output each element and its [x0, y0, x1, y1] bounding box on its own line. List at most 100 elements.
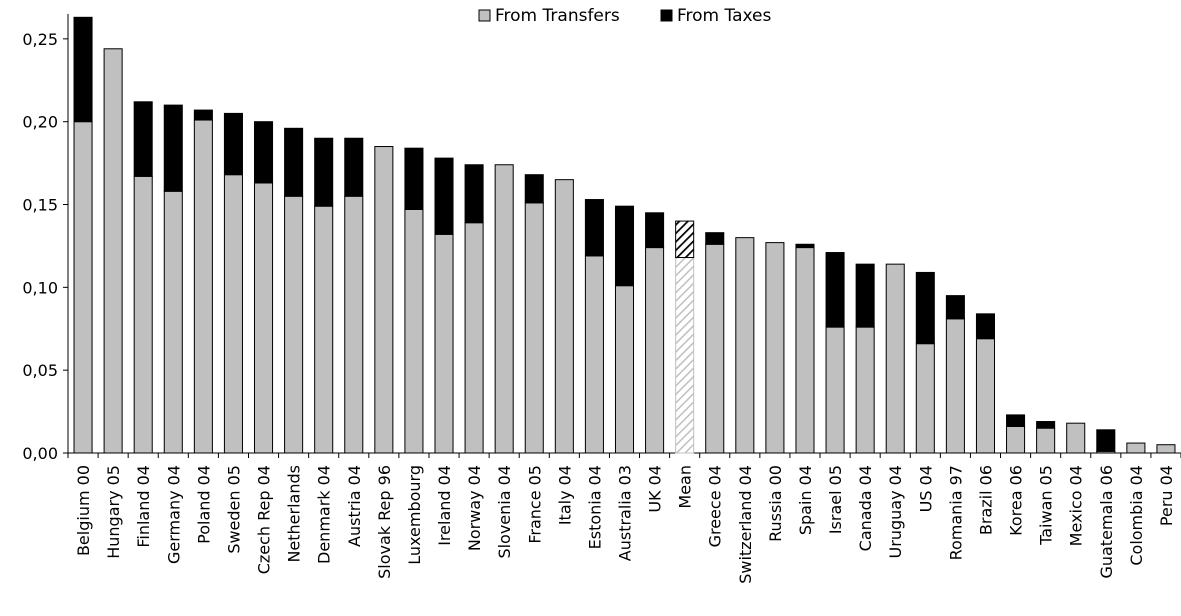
bar-taxes-8	[314, 137, 334, 207]
bar-taxes-28	[915, 271, 935, 345]
x-tick-label: Belgium 00	[74, 465, 93, 556]
y-tick-label: 0,10	[22, 278, 58, 297]
bar-transfers-1	[103, 48, 123, 454]
bar-taxes-3	[163, 104, 183, 192]
bar-transfers-7	[284, 195, 304, 454]
bar-taxes-15	[524, 174, 544, 204]
bar-transfers-10	[374, 146, 394, 454]
bar-transfers-2	[133, 175, 153, 454]
bar-transfers-36	[1156, 444, 1176, 454]
x-tick-label: Austria 04	[345, 465, 364, 547]
x-tick-label: Switzerland 04	[736, 465, 755, 584]
bar-taxes-32	[1036, 421, 1056, 429]
x-tick-label: Netherlands	[285, 465, 304, 563]
x-tick-label: Colombia 04	[1127, 465, 1146, 566]
x-tick-label: Israel 05	[826, 465, 845, 534]
bar-transfers-31	[1006, 425, 1026, 454]
x-tick-label: Sweden 05	[224, 465, 243, 554]
x-tick-label: Mexico 04	[1067, 465, 1086, 546]
legend-label-1: From Taxes	[677, 6, 772, 26]
bar-taxes-30	[975, 313, 995, 340]
y-tick-label: 0,05	[22, 361, 58, 380]
bar-transfers-35	[1126, 442, 1146, 454]
bar-taxes-11	[404, 147, 424, 210]
x-tick-label: Poland 04	[194, 465, 213, 544]
bar-transfers-6	[254, 182, 274, 454]
x-tick-label: Finland 04	[134, 465, 153, 548]
bar-transfers-3	[163, 190, 183, 454]
bar-taxes-24	[795, 243, 815, 249]
x-tick-label: Ireland 04	[435, 465, 454, 546]
bar-taxes-19	[645, 212, 665, 249]
bar-transfers-13	[464, 222, 484, 454]
bar-transfers-12	[434, 233, 454, 454]
legend-swatch-1	[660, 9, 673, 22]
bar-taxes-4	[193, 109, 213, 121]
x-tick-label: Spain 04	[796, 465, 815, 535]
x-tick-label: Australia 03	[616, 465, 635, 561]
x-tick-label: Norway 04	[465, 465, 484, 551]
x-tick-label: Slovenia 04	[495, 465, 514, 559]
bar-transfers-18	[614, 285, 635, 454]
bar-taxes-0	[73, 16, 93, 123]
x-tick-label: Italy 04	[555, 465, 574, 525]
bar-taxes-7	[284, 127, 304, 197]
bar-taxes-29	[945, 295, 965, 320]
bar-transfers-25	[825, 326, 845, 454]
bar-taxes-34	[1096, 429, 1116, 452]
bar-transfers-16	[554, 179, 574, 454]
x-tick-label: Slovak Rep 96	[375, 465, 394, 579]
x-tick-label: Canada 04	[856, 465, 875, 551]
bar-taxes-9	[344, 137, 364, 197]
bar-taxes-2	[133, 101, 153, 177]
y-tick-label: 0,15	[22, 196, 58, 215]
bar-transfers-26	[855, 326, 875, 454]
bar-transfers-29	[945, 318, 965, 454]
bar-transfers-24	[795, 247, 815, 454]
x-tick-label: Estonia 04	[585, 465, 604, 549]
bar-taxes-25	[825, 252, 845, 328]
bar-transfers-4	[193, 119, 213, 454]
y-tick-label: 0,25	[22, 30, 58, 49]
bar-transfers-20	[675, 257, 695, 454]
bar-transfers-21	[705, 243, 725, 454]
bar-transfers-32	[1036, 427, 1056, 454]
bar-transfers-15	[524, 202, 544, 454]
bar-taxes-21	[705, 232, 725, 245]
bar-taxes-26	[855, 263, 875, 328]
bar-taxes-31	[1006, 414, 1026, 427]
x-tick-label: Czech Rep 04	[255, 465, 274, 574]
x-tick-label: Greece 04	[706, 465, 725, 547]
y-tick-label: 0,00	[22, 444, 58, 463]
x-tick-label: Denmark 04	[315, 465, 334, 564]
x-tick-label: France 05	[525, 465, 544, 544]
bar-taxes-12	[434, 157, 454, 235]
bar-transfers-5	[223, 174, 243, 454]
bar-transfers-9	[344, 195, 364, 454]
x-tick-label: Hungary 05	[104, 465, 123, 559]
bar-transfers-17	[584, 255, 604, 454]
bar-transfers-19	[645, 247, 665, 454]
legend-swatch-0	[478, 9, 491, 22]
bar-taxes-5	[223, 112, 243, 176]
bar-taxes-20	[675, 220, 695, 259]
bar-transfers-23	[765, 242, 785, 454]
y-tick-label: 0,20	[22, 113, 58, 132]
bar-transfers-33	[1066, 422, 1086, 454]
x-tick-label: Romania 97	[946, 465, 965, 560]
bar-transfers-27	[885, 263, 905, 454]
bar-taxes-13	[464, 164, 484, 224]
x-tick-label: Germany 04	[164, 465, 183, 564]
x-tick-label: Brazil 06	[976, 465, 995, 535]
bar-transfers-28	[915, 343, 935, 454]
x-tick-label: US 04	[916, 465, 935, 512]
x-tick-label: Luxembourg	[405, 465, 424, 565]
bar-taxes-18	[614, 205, 635, 287]
bar-transfers-8	[314, 205, 334, 454]
bar-taxes-17	[584, 199, 604, 257]
bar-transfers-14	[494, 164, 514, 454]
bar-transfers-30	[975, 338, 995, 454]
x-tick-label: Russia 00	[766, 465, 785, 542]
